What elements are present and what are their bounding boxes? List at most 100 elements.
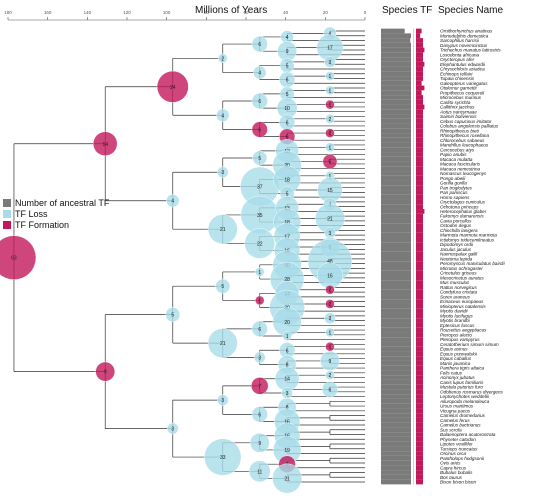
species-name: Pteropus vampyrus <box>440 337 480 342</box>
species-name: Ovis aries <box>440 461 461 466</box>
species-bar-ancestral <box>381 147 411 153</box>
node-bubble <box>251 377 269 395</box>
species-bar-formation <box>416 365 423 371</box>
node-bubble <box>272 463 302 494</box>
species-name: Acinonyx jubatus <box>439 375 475 380</box>
species-bar-formation <box>416 351 423 357</box>
species-bar-loss <box>413 299 414 304</box>
node-bubble-label: 3 <box>221 398 224 404</box>
node-bubble-label: 6 <box>329 387 332 393</box>
species-bar-formation <box>416 470 423 475</box>
node-bubble <box>93 131 118 156</box>
species-name: Fukomys damarensis <box>440 214 484 219</box>
species-name: Bos taurus <box>440 475 463 480</box>
species-bar-ancestral <box>381 228 411 233</box>
species-bar-loss <box>413 270 414 276</box>
species-name: Oryctolagus cuniculus <box>440 200 486 205</box>
species-bar-loss <box>413 171 414 176</box>
x-axis-tick-label: 120 <box>123 10 131 15</box>
species-name: Mustela putorius furo <box>440 385 483 390</box>
species-bar-ancestral <box>381 436 411 442</box>
species-bar-formation <box>416 242 423 248</box>
species-name: Eptesicus fuscus <box>440 323 475 328</box>
node-bubble-label: 5 <box>329 160 332 166</box>
node-bubble-label: 1 <box>329 174 332 180</box>
species-tf-bars <box>381 28 425 485</box>
node-bubble <box>325 85 335 96</box>
species-bar-ancestral <box>381 33 411 39</box>
species-bar-formation <box>416 199 423 205</box>
species-bar-ancestral <box>381 479 411 485</box>
node-bubble <box>325 71 335 81</box>
species-name: Monodelphis domestica <box>440 33 489 38</box>
species-bar-ancestral <box>381 322 411 328</box>
node-bubble-label: 6 <box>286 120 289 126</box>
species-bar-loss <box>413 57 414 62</box>
species-bar-loss <box>413 303 414 309</box>
species-bar-formation <box>416 104 425 110</box>
node-bubble-label: 35 <box>257 213 263 219</box>
node-bubble-label: 6 <box>258 128 261 134</box>
species-bar-ancestral <box>381 99 411 105</box>
species-bar-loss <box>413 337 414 342</box>
species-bar-loss <box>413 109 414 115</box>
species-bar-formation <box>416 90 422 96</box>
species-bar-formation <box>416 66 423 72</box>
node-bubble-label: 9 <box>329 359 332 365</box>
species-bar-loss <box>413 33 414 39</box>
species-bar-formation <box>416 76 423 81</box>
species-name: Tupaia chinensis <box>440 76 475 81</box>
species-name: Pantholops hodgsonii <box>440 456 485 461</box>
species-bar-ancestral <box>381 365 411 371</box>
species-bar-ancestral <box>381 341 411 347</box>
node-bubble <box>217 166 229 178</box>
node-bubble-label: 6 <box>286 78 289 84</box>
species-bar-loss <box>413 213 414 219</box>
species-bar-ancestral <box>381 370 411 376</box>
node-bubble-label: 24 <box>170 85 176 91</box>
species-bar-loss <box>413 432 414 437</box>
species-bar-loss <box>413 356 414 361</box>
species-bar-formation <box>416 109 423 115</box>
species-bar-loss <box>413 474 414 480</box>
species-bar-formation <box>416 209 425 214</box>
species-bar-ancestral <box>381 465 411 471</box>
species-bar-ancestral <box>381 242 411 248</box>
species-bar-formation <box>416 413 423 418</box>
species-bar-ancestral <box>381 460 411 466</box>
node-bubble <box>218 53 228 64</box>
node-bubble-label: 16 <box>327 273 333 279</box>
species-bar-ancestral <box>381 265 411 271</box>
node-bubble <box>325 142 335 153</box>
species-bar-formation <box>416 52 423 58</box>
species-bar-ancestral <box>381 313 411 319</box>
species-name: Sorex araneus <box>440 294 471 299</box>
species-name: Propithecus coquereli <box>440 90 485 95</box>
species-bar-ancestral <box>381 346 411 352</box>
species-bar-ancestral <box>381 275 411 281</box>
species-bar-ancestral <box>381 284 411 290</box>
node-bubble-label: 19 <box>284 448 290 454</box>
species-bar-formation <box>416 275 423 281</box>
species-bar-ancestral <box>381 142 411 148</box>
node-bubble <box>0 235 37 280</box>
node-bubble-label: 20 <box>284 320 290 326</box>
node-bubble <box>324 56 336 68</box>
species-bar-formation <box>416 460 423 466</box>
species-bar-loss <box>413 232 414 238</box>
species-bar-ancestral <box>381 133 411 138</box>
node-bubble <box>251 320 268 337</box>
node-bubble-label: 7 <box>258 384 261 390</box>
node-bubble-label: 6 <box>286 135 289 141</box>
species-name: Mandrillus leucophaeus <box>440 143 489 148</box>
species-bar-formation <box>416 57 423 62</box>
species-bar-loss <box>413 85 414 91</box>
species-name: Microcebus murinus <box>440 95 482 100</box>
node-bubble-label: 9 <box>104 370 107 376</box>
species-bar-ancestral <box>381 47 411 53</box>
species-bar-formation <box>416 247 423 252</box>
species-name: Rattus norvegicus <box>440 285 477 290</box>
species-bar-loss <box>413 218 414 224</box>
species-bar-ancestral <box>381 95 411 100</box>
species-name: Camelus bactrianus <box>440 423 481 428</box>
